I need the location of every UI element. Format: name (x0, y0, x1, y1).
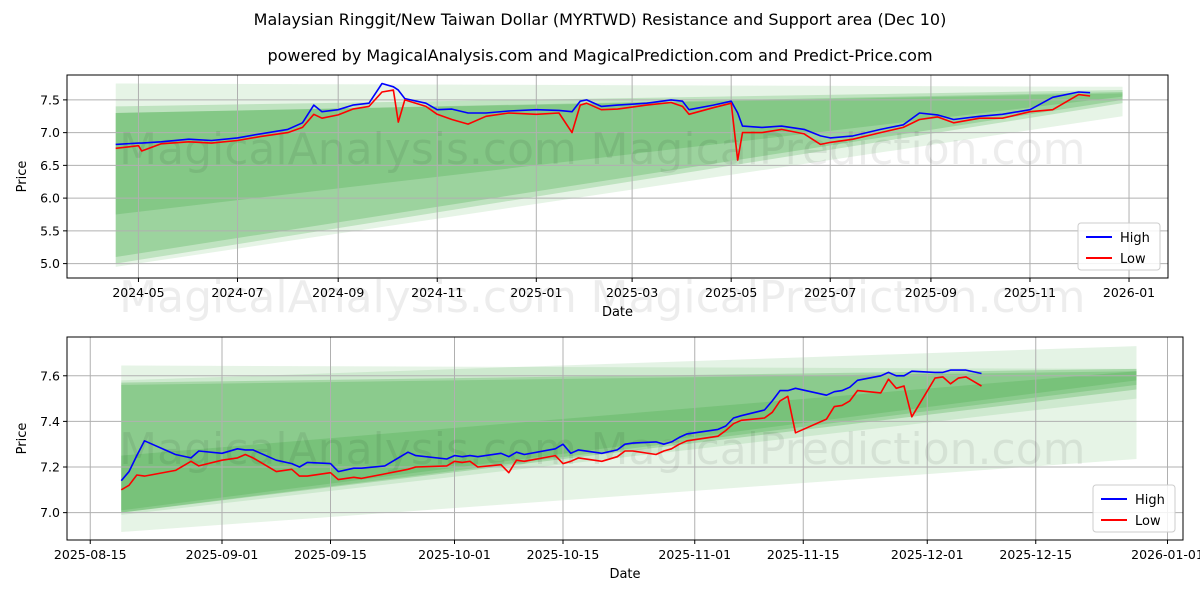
legend-label-high: High (1135, 493, 1165, 508)
support-resistance-band (121, 371, 1137, 513)
series-line-low (120, 376, 982, 491)
watermark: MagicalAnalysis.com (119, 424, 577, 475)
x-tick-label: 2025-05 (705, 285, 757, 300)
series-line-high (120, 369, 982, 482)
legend-label-low: Low (1120, 252, 1146, 267)
x-tick-label: 2025-11-01 (658, 547, 731, 562)
support-resistance-band (121, 365, 1137, 533)
legend-label-low: Low (1135, 514, 1161, 529)
chart-title: Malaysian Ringgit/New Taiwan Dollar (MYR… (253, 10, 947, 29)
x-tick-label: 2025-09-01 (186, 547, 259, 562)
x-axis-label: Date (609, 567, 640, 582)
x-tick-label: 2025-09-15 (294, 547, 367, 562)
support-resistance-band (115, 93, 1123, 215)
support-resistance-band (115, 92, 1123, 258)
watermark: MagicalPrediction.com (591, 124, 1086, 175)
watermark: MagicalAnalysis.com (119, 124, 577, 175)
x-tick-label: 2024-11 (411, 285, 463, 300)
x-tick-label: 2025-01 (510, 285, 562, 300)
x-tick-label: 2025-09 (905, 285, 957, 300)
y-tick-label: 7.0 (40, 505, 60, 520)
x-tick-label: 2025-07 (804, 285, 856, 300)
y-tick-label: 5.0 (40, 256, 60, 271)
series-line-low (115, 89, 1091, 161)
x-tick-label: 2025-12-15 (999, 547, 1072, 562)
support-resistance-band (121, 368, 1137, 513)
y-axis-label: Price (15, 161, 30, 193)
y-tick-label: 5.5 (40, 223, 60, 238)
y-tick-label: 6.0 (40, 191, 60, 206)
x-tick-label: 2025-11 (1004, 285, 1056, 300)
y-axis-label: Price (15, 423, 30, 455)
y-tick-label: 7.2 (40, 460, 60, 475)
support-resistance-band (115, 90, 1123, 264)
chart-subtitle: powered by MagicalAnalysis.com and Magic… (267, 46, 933, 65)
x-tick-label: 2025-11-15 (767, 547, 840, 562)
legend-label-high: High (1120, 231, 1150, 246)
plot-frame (66, 336, 1184, 541)
x-tick-label: 2025-12-01 (891, 547, 964, 562)
watermark: MagicalPrediction.com (591, 424, 1086, 475)
y-tick-label: 7.5 (40, 92, 60, 107)
x-tick-label: 2025-10-01 (418, 547, 491, 562)
y-tick-label: 6.5 (40, 158, 60, 173)
x-tick-label: 2024-09 (312, 285, 364, 300)
x-tick-label: 2024-05 (112, 285, 164, 300)
x-tick-label: 2026-01-01 (1131, 547, 1200, 562)
x-tick-label: 2026-01 (1103, 285, 1155, 300)
watermark: MagicalPrediction.com (591, 272, 1086, 323)
x-tick-label: 2025-08-15 (54, 547, 127, 562)
series-line-high (115, 82, 1091, 146)
y-tick-label: 7.4 (40, 414, 60, 429)
y-tick-label: 7.6 (40, 368, 60, 383)
support-resistance-band (115, 83, 1123, 267)
x-tick-label: 2025-03 (606, 285, 658, 300)
plot-frame (66, 74, 1169, 279)
watermark: MagicalAnalysis.com (119, 272, 577, 323)
x-axis-label: Date (602, 305, 633, 320)
y-tick-label: 7.0 (40, 125, 60, 140)
x-tick-label: 2024-07 (211, 285, 263, 300)
x-tick-label: 2025-10-15 (527, 547, 600, 562)
